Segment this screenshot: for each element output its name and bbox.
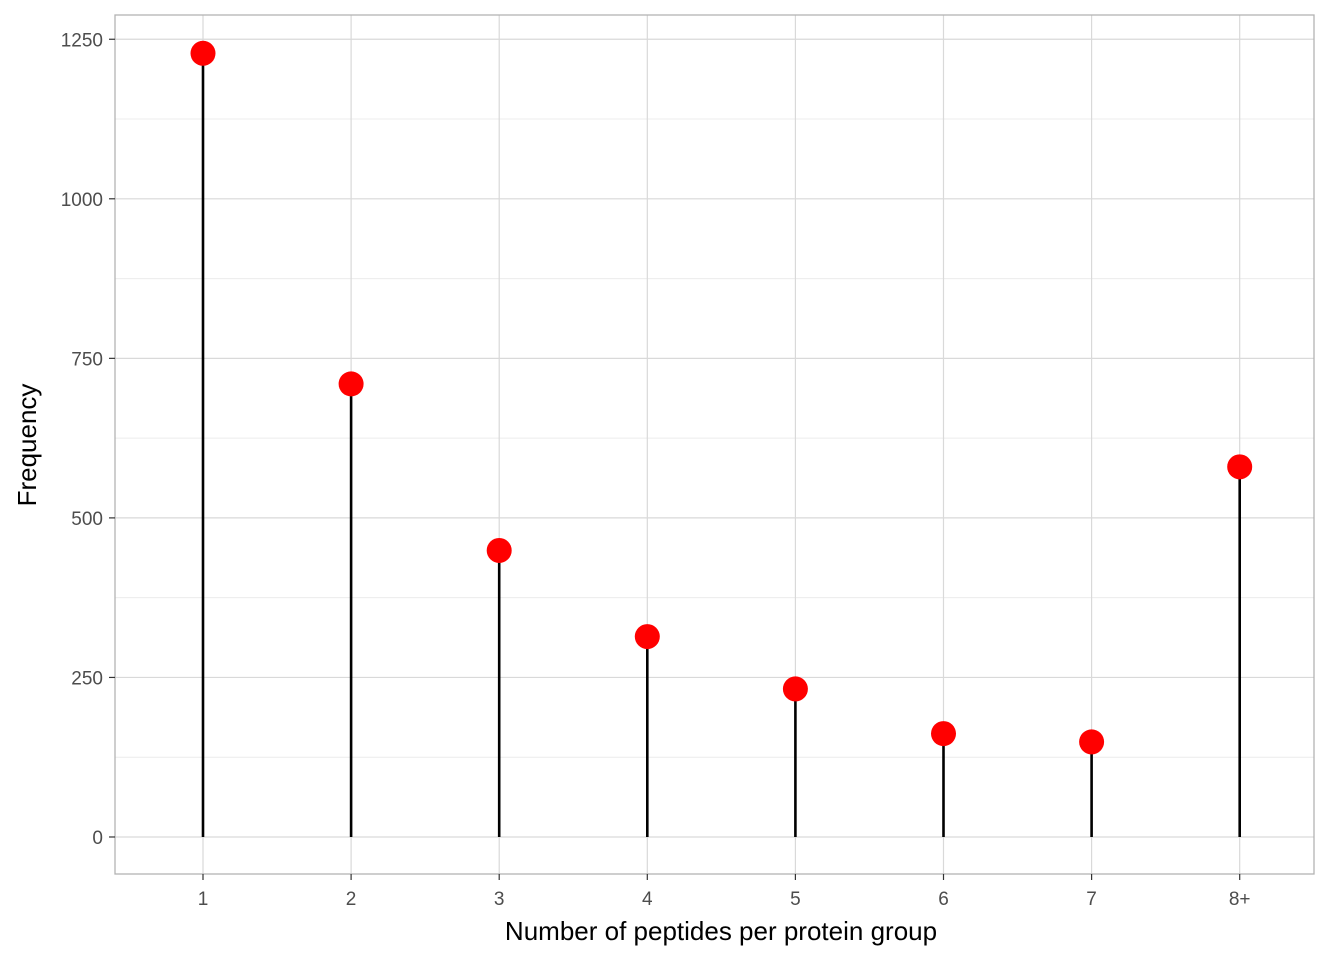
y-tick-label: 750 <box>71 349 103 370</box>
point-2 <box>338 371 364 397</box>
grid-lines <box>115 15 1314 874</box>
y-tick-label: 1000 <box>61 190 103 211</box>
point-6 <box>931 721 956 747</box>
x-tick-label: 3 <box>494 889 505 910</box>
x-tick-labels: 1 2 3 4 5 6 7 8+ <box>198 874 1251 910</box>
point-4 <box>634 624 660 650</box>
stems <box>201 53 1241 837</box>
point-3 <box>486 537 512 563</box>
y-tick-label: 250 <box>71 668 103 689</box>
x-tick-label: 1 <box>198 889 209 910</box>
points <box>190 40 1253 755</box>
point-7 <box>1079 729 1105 755</box>
x-tick-label: 7 <box>1086 889 1097 910</box>
x-tick-label: 2 <box>346 889 357 910</box>
x-tick-label: 6 <box>938 889 949 910</box>
y-axis-title: Frequency <box>12 384 42 507</box>
point-1 <box>190 40 216 66</box>
point-8+ <box>1227 454 1253 480</box>
y-tick-label: 1250 <box>61 30 103 51</box>
y-tick-label: 500 <box>71 509 103 530</box>
x-axis-title: Number of peptides per protein group <box>505 916 937 946</box>
x-tick-label: 4 <box>642 889 653 910</box>
panel-border <box>114 14 1315 875</box>
x-tick-label: 5 <box>790 889 801 910</box>
y-tick-label: 0 <box>92 828 103 849</box>
y-tick-labels: 0 250 500 750 1000 1250 <box>61 30 115 849</box>
point-5 <box>782 676 808 702</box>
x-tick-label: 8+ <box>1229 889 1251 910</box>
